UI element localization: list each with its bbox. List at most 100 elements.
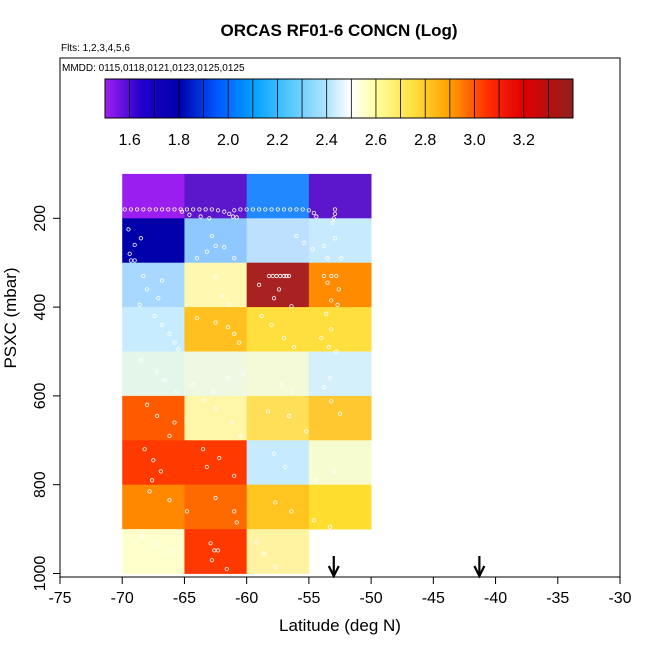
heatmap-cell — [246, 307, 310, 352]
sample-point — [291, 344, 297, 350]
sample-point — [126, 227, 131, 232]
sample-point — [128, 207, 134, 212]
markers — [327, 556, 486, 579]
colorbar: 1.6 1.8 2.0 2.2 2.4 2.6 2.8 3.0 3.2 — [104, 78, 574, 149]
heatmap-cell — [122, 440, 185, 486]
sample-point — [329, 273, 334, 279]
y-tick-label: 600 — [32, 382, 49, 409]
y-tick-label: 1000 — [32, 556, 49, 592]
sample-point — [321, 243, 326, 248]
dates-label: MMDD: 0115,0118,0121,0123,0125,0125 — [62, 63, 245, 74]
sample-point — [184, 509, 190, 514]
sample-point — [203, 207, 208, 212]
heatmap-cell — [308, 351, 372, 397]
sample-point — [294, 233, 299, 239]
sample-point — [202, 398, 207, 403]
sample-point — [142, 447, 147, 452]
colorbar-tick-label: 2.8 — [414, 132, 436, 149]
sample-point — [329, 327, 334, 332]
heatmap-cell — [308, 484, 372, 530]
sample-point — [191, 382, 196, 387]
sample-point — [210, 389, 216, 394]
heatmap-cell — [122, 307, 185, 352]
heatmap-cell — [122, 484, 185, 530]
sample-point — [324, 311, 329, 316]
sample-point — [135, 207, 140, 212]
sample-point — [225, 324, 231, 330]
sample-point — [244, 207, 249, 212]
heatmap-cell — [184, 395, 248, 441]
sample-point — [334, 349, 339, 354]
sample-point — [127, 251, 132, 256]
plot-area — [122, 173, 372, 574]
sample-point — [138, 358, 143, 363]
sample-point — [273, 500, 278, 505]
x-axis: -75 -70 -65 -60 -55 -50 -45 -40 -35 -30 — [48, 577, 632, 607]
sample-point — [174, 389, 180, 394]
sample-point — [329, 298, 334, 303]
sample-point — [327, 376, 333, 381]
heatmap-cell — [184, 262, 248, 308]
sample-point — [259, 313, 264, 319]
sample-point — [237, 340, 242, 345]
colorbar-bar — [104, 78, 574, 119]
sample-point — [167, 498, 172, 503]
sample-point — [276, 287, 282, 292]
sample-point — [294, 207, 299, 212]
flights-label: Flts: 1,2,3,4,5,6 — [61, 43, 130, 54]
sample-point — [263, 207, 268, 212]
sample-point — [288, 207, 293, 212]
sample-point — [172, 340, 177, 345]
sample-point — [213, 274, 218, 280]
x-tick-label: -75 — [48, 590, 71, 607]
heatmap-cell — [184, 440, 248, 486]
plot-frame — [59, 57, 621, 578]
sample-point — [204, 249, 209, 254]
sample-point — [191, 207, 196, 212]
heatmap-cell — [184, 307, 248, 352]
sample-point — [275, 207, 280, 212]
heatmap-cell — [122, 395, 185, 441]
sample-point — [158, 469, 163, 474]
sample-point — [140, 533, 145, 538]
heatmap-cell — [122, 218, 185, 264]
sample-point — [271, 296, 277, 301]
sample-point — [184, 207, 190, 212]
x-tick-label: -50 — [360, 590, 383, 607]
heatmap-cell — [184, 351, 248, 397]
sample-point — [162, 378, 167, 383]
sample-point — [273, 564, 278, 569]
heatmap-cell — [184, 484, 248, 530]
sample-point — [209, 233, 214, 239]
sample-point — [137, 302, 142, 307]
y-tick-label: 200 — [32, 205, 49, 232]
sample-point — [172, 207, 177, 212]
sample-point — [154, 542, 160, 547]
sample-point — [222, 245, 227, 250]
sample-point — [172, 420, 177, 425]
sample-point — [240, 371, 246, 376]
chart-title: ORCAS RF01-6 CONCN (Log) — [220, 21, 457, 40]
sample-point — [145, 287, 150, 292]
sample-point — [326, 344, 331, 350]
x-tick-label: -70 — [111, 590, 134, 607]
sample-point — [168, 549, 173, 554]
sample-point — [187, 212, 192, 217]
sample-point — [257, 207, 262, 212]
sample-point — [224, 566, 229, 572]
sample-point — [151, 458, 156, 463]
heatmap-cell — [308, 395, 372, 441]
sample-point — [311, 210, 316, 216]
colorbar-tick-label: 2.2 — [266, 132, 288, 149]
sample-point — [230, 214, 236, 219]
x-tick-label: -40 — [484, 590, 507, 607]
x-tick-label: -35 — [546, 590, 569, 607]
heatmap-cell — [246, 529, 310, 574]
sample-point — [156, 296, 161, 301]
sample-point — [222, 209, 227, 214]
sample-point — [227, 302, 232, 307]
x-tick-label: -60 — [235, 590, 258, 607]
sample-point — [325, 256, 330, 261]
x-tick-label: -30 — [608, 590, 631, 607]
